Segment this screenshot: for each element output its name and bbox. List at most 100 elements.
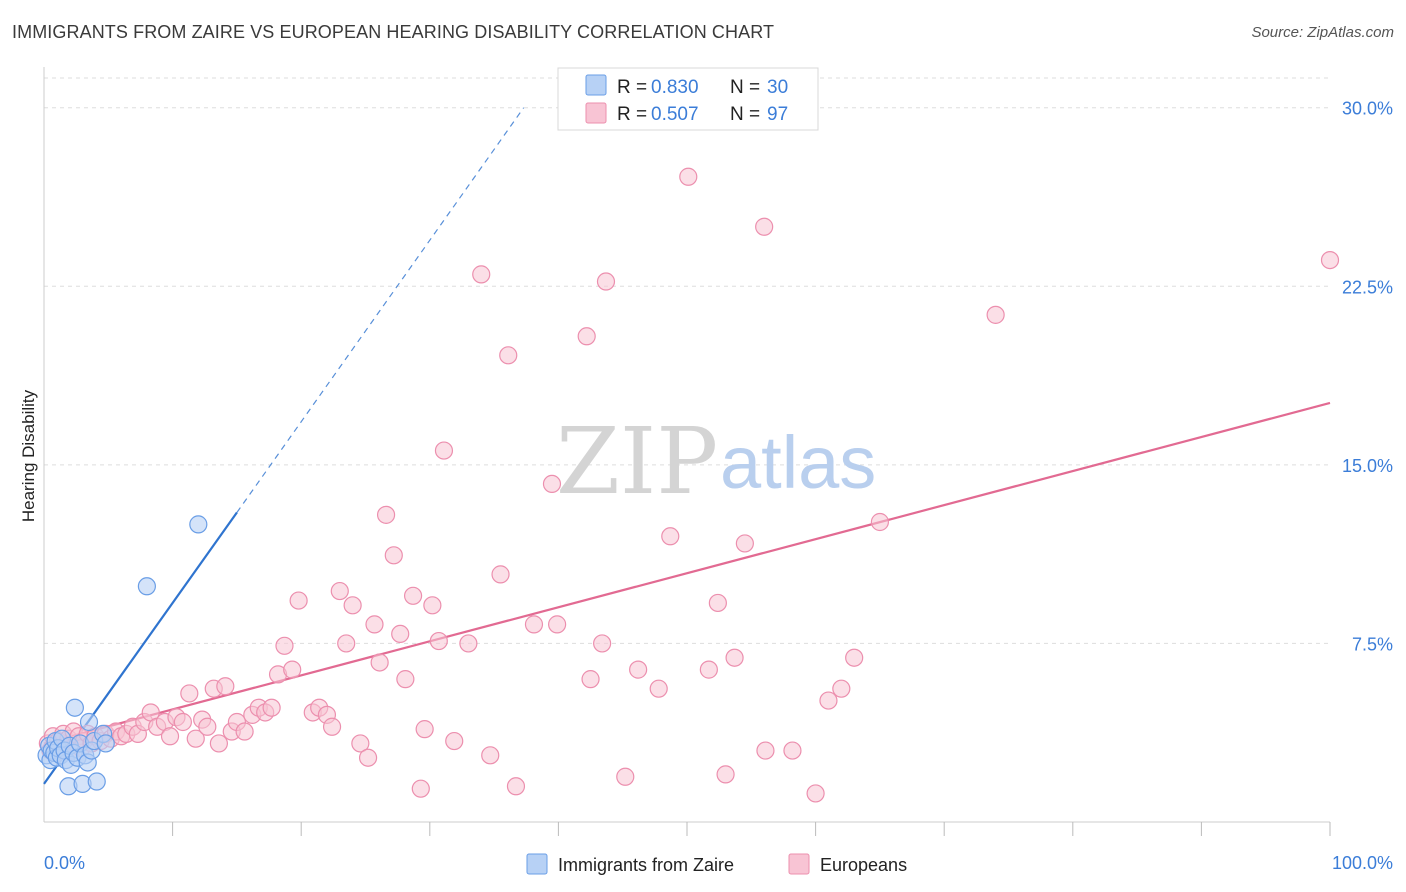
legend-swatch-europeans: [585, 102, 607, 124]
europeans-point-75: [481, 746, 500, 765]
europeans-point-50: [289, 591, 308, 610]
europeans-point-101: [832, 679, 851, 698]
europeans-point-57: [343, 596, 362, 615]
x-tick-label-0: 0.0%: [44, 853, 85, 873]
legend-n-value-zaire: 30: [767, 77, 788, 98]
tick-labels: 7.5% 15.0% 22.5% 30.0% 0.0% 100.0%: [44, 99, 1393, 873]
europeans-point-103: [870, 512, 890, 532]
europeans-point-67: [411, 779, 430, 798]
legend-n-value-europeans: 97: [767, 104, 788, 125]
europeans-point-104: [986, 305, 1005, 324]
europeans-point-94: [725, 648, 744, 667]
europeans-point-80: [542, 474, 562, 494]
europeans-point-98: [783, 741, 802, 760]
europeans-point-95: [735, 534, 754, 553]
europeans-point-49: [283, 660, 302, 679]
europeans-point-93: [716, 765, 735, 784]
europeans-point-68: [415, 720, 434, 739]
europeans-point-71: [434, 441, 454, 460]
legend-r-label-zaire: R =: [617, 77, 647, 98]
legend-n-label-europeans: N =: [730, 104, 760, 125]
watermark-zip: ZIP: [556, 408, 718, 515]
europeans-point-81: [548, 615, 567, 634]
y-tick-label-2: 22.5%: [1342, 277, 1393, 297]
europeans-point-84: [593, 634, 612, 653]
y-tick-label-3: 30.0%: [1342, 99, 1393, 119]
europeans-point-91: [699, 660, 718, 679]
europeans-point-74: [472, 265, 491, 284]
europeans-point-92: [708, 593, 727, 613]
europeans-point-64: [391, 624, 410, 644]
europeans-point-59: [358, 748, 378, 767]
europeans-point-79: [524, 615, 544, 634]
europeans-point-42: [235, 722, 254, 741]
watermark-atlas: atlas: [720, 421, 876, 504]
europeans-point-78: [506, 777, 526, 796]
europeans-point-88: [649, 679, 668, 698]
bottom-legend-swatch-zaire: [526, 853, 548, 875]
legend-swatch-zaire: [585, 74, 607, 96]
chart-title: IMMIGRANTS FROM ZAIRE VS EUROPEAN HEARIN…: [12, 22, 775, 42]
europeans-point-77: [499, 346, 518, 365]
europeans-trend-line: [43, 401, 1331, 745]
europeans-point-56: [337, 634, 356, 653]
legend-n-label-zaire: N =: [730, 77, 760, 98]
x-tick-label-1: 100.0%: [1332, 853, 1393, 873]
europeans-point-48: [275, 636, 294, 655]
europeans-point-85: [596, 272, 616, 291]
europeans-point-76: [491, 565, 510, 584]
europeans-point-61: [370, 653, 389, 672]
legend: R = 0.830 N = 30 R = 0.507 N = 97: [557, 67, 819, 131]
europeans-point-63: [384, 546, 403, 565]
y-axis-label: Hearing Disability: [19, 389, 38, 522]
legend-r-label-europeans: R =: [617, 104, 647, 125]
europeans-point-105: [1320, 250, 1340, 270]
europeans-point-100: [819, 691, 838, 710]
europeans-point-89: [661, 527, 680, 546]
bottom-legend-label-europeans: Europeans: [820, 855, 907, 875]
zaire-point-29: [189, 515, 208, 534]
source-label: Source: ZipAtlas.com: [1251, 24, 1394, 41]
europeans-point-69: [423, 596, 442, 615]
europeans-point-39: [216, 677, 235, 696]
europeans-point-86: [616, 767, 635, 786]
europeans-point-90: [679, 167, 698, 186]
bottom-legend-swatch-europeans: [788, 853, 810, 875]
europeans-point-60: [365, 615, 384, 634]
europeans-point-97: [756, 741, 775, 760]
europeans-point-70: [429, 631, 448, 651]
zaire-point-27: [96, 734, 115, 753]
y-tick-label-0: 7.5%: [1352, 634, 1393, 654]
bottom-legend: Immigrants from Zaire Europeans: [526, 853, 907, 875]
legend-r-value-zaire: 0.830: [651, 77, 699, 98]
zaire-trend-extension: [236, 107, 525, 513]
europeans-point-99: [806, 784, 825, 803]
europeans-point-73: [459, 634, 478, 653]
europeans-point-82: [577, 327, 596, 346]
europeans-point-54: [322, 717, 342, 736]
europeans-point-36: [198, 717, 217, 736]
zaire-point-22: [79, 712, 99, 732]
europeans-point-66: [403, 586, 423, 605]
watermark: ZIP atlas: [556, 408, 876, 515]
zaire-point-16: [65, 698, 84, 717]
bottom-legend-label-zaire: Immigrants from Zaire: [558, 855, 734, 875]
gridlines: [44, 77, 1330, 644]
europeans-point-58: [351, 734, 370, 753]
europeans-point-96: [755, 217, 774, 236]
y-tick-label-1: 15.0%: [1342, 456, 1393, 476]
europeans-point-38: [209, 734, 228, 753]
europeans-point-102: [845, 648, 864, 667]
europeans-point-46: [262, 698, 281, 717]
europeans-point-65: [396, 670, 415, 689]
zaire-point-25: [87, 772, 106, 791]
europeans-point-55: [330, 581, 349, 601]
europeans-point-72: [445, 731, 464, 751]
europeans-point-83: [581, 670, 600, 689]
europeans-point-32: [173, 712, 192, 732]
europeans-point-30: [160, 727, 180, 746]
europeans-point-33: [180, 684, 199, 703]
europeans-point-34: [186, 729, 205, 748]
europeans-point-87: [629, 660, 648, 679]
axes: [43, 67, 1331, 836]
